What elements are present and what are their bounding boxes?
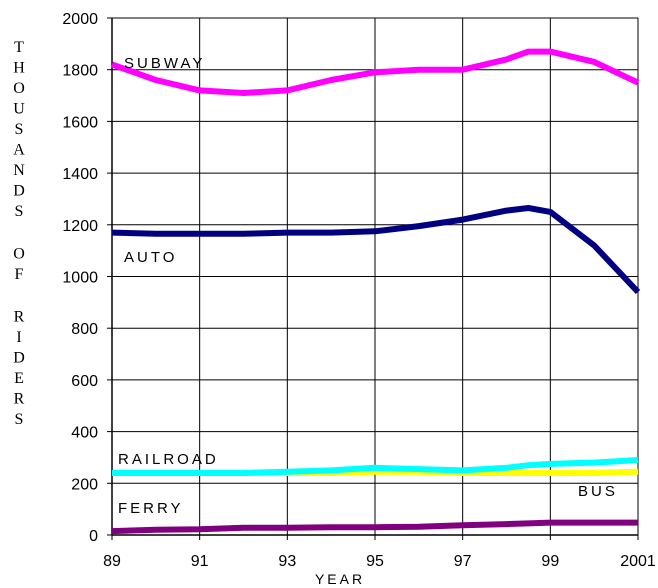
x-axis-label: YEAR xyxy=(315,571,365,587)
y-label-letter: D xyxy=(13,183,25,200)
x-tick-label: 93 xyxy=(278,553,296,570)
y-label-letter: U xyxy=(13,101,25,118)
y-label-letter: S xyxy=(15,121,24,138)
series-label-subway: SUBWAY xyxy=(124,55,205,72)
y-label-letter: R xyxy=(14,309,25,326)
series-label-railroad: RAILROAD xyxy=(118,451,219,468)
y-label-letter: I xyxy=(16,329,21,346)
series-labels: SUBWAY AUTO RAILROAD BUS FERRY xyxy=(118,55,618,517)
y-tick-label: 200 xyxy=(71,476,98,493)
y-tick-label: 1800 xyxy=(62,63,98,80)
series-label-bus: BUS xyxy=(578,483,618,500)
x-tick-labels: 89 91 93 95 97 99 2001 xyxy=(103,553,656,570)
y-tick-label: 2000 xyxy=(62,11,98,28)
y-tick-label: 1600 xyxy=(62,114,98,131)
y-label-letter: F xyxy=(15,266,24,283)
x-tick-label: 89 xyxy=(103,553,121,570)
y-label-letter: H xyxy=(13,60,25,77)
y-label-letter: T xyxy=(14,39,24,56)
x-tick-label: 99 xyxy=(541,553,559,570)
series-lines xyxy=(110,48,641,535)
y-tick-label: 1400 xyxy=(62,166,98,183)
y-label-letter: O xyxy=(13,246,25,263)
y-label-letter: E xyxy=(14,370,24,387)
series-line-subway xyxy=(110,48,640,96)
series-line-ferry xyxy=(111,519,638,535)
series-line-railroad xyxy=(112,457,639,476)
y-tick-label: 0 xyxy=(89,528,98,545)
y-tick-label: 1200 xyxy=(62,218,98,235)
y-label-letter: A xyxy=(13,142,25,159)
y-tick-label: 400 xyxy=(71,425,98,442)
axes xyxy=(107,17,639,540)
gridlines xyxy=(112,17,639,535)
y-label-letter: S xyxy=(15,411,24,428)
x-tick-label: 97 xyxy=(454,553,472,570)
series-label-ferry: FERRY xyxy=(118,500,184,517)
y-label-letter: N xyxy=(13,162,25,179)
y-tick-label: 800 xyxy=(71,321,98,338)
series-label-auto: AUTO xyxy=(124,249,177,266)
series-line-auto xyxy=(111,205,641,295)
x-tick-label: 2001 xyxy=(620,553,656,570)
y-label-letter: O xyxy=(13,80,25,97)
y-tick-labels: 0 200 400 600 800 1000 1200 1400 1600 1800 2000 xyxy=(62,11,98,545)
x-tick-label: 91 xyxy=(191,553,209,570)
y-label-letter: S xyxy=(15,203,24,220)
y-tick-label: 600 xyxy=(71,373,98,390)
x-tick-label: 95 xyxy=(366,553,384,570)
y-label-letter: D xyxy=(13,350,25,367)
y-label-letter: R xyxy=(14,391,25,408)
y-tick-label: 1000 xyxy=(62,270,98,287)
